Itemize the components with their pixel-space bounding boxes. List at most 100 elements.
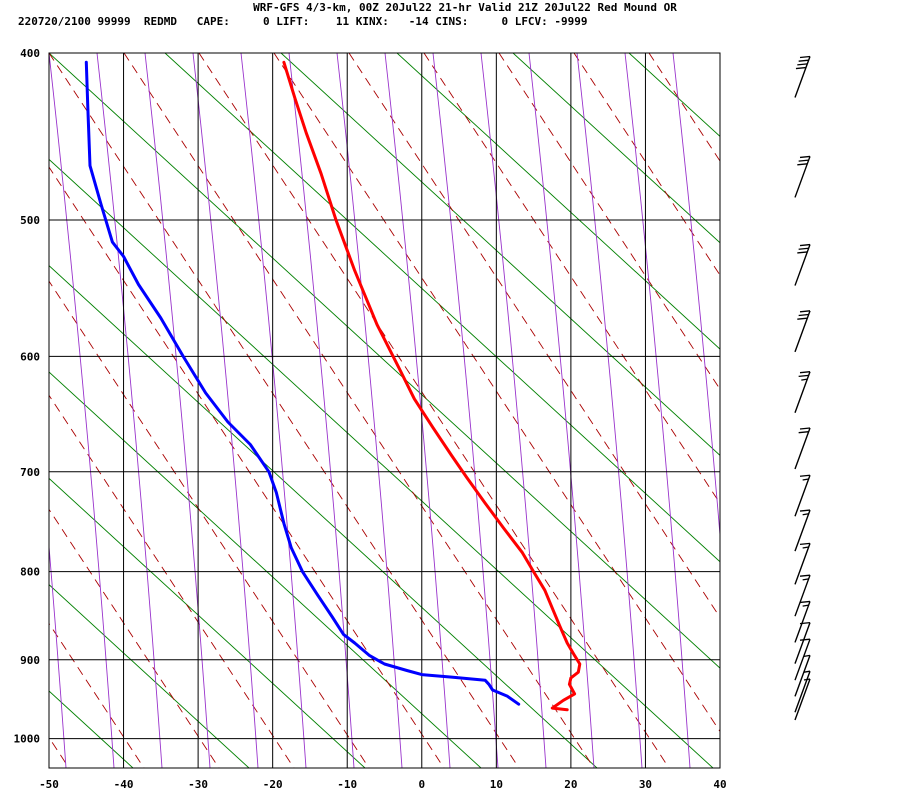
wind-barb-staff — [794, 56, 811, 98]
mixing-ratio-line — [745, 53, 900, 768]
wind-barb-flag — [798, 431, 809, 434]
wind-barb — [794, 621, 811, 664]
dry-adiabat-line — [348, 53, 720, 619]
wind-barb-staff — [794, 371, 811, 413]
wind-barb-flag — [799, 371, 811, 374]
wind-barb-staff — [794, 670, 811, 713]
wind-barb-flag — [799, 638, 811, 641]
wind-barb — [794, 371, 811, 413]
x-tick-label: 0 — [418, 778, 425, 791]
wind-barb-flag — [799, 427, 811, 430]
wind-barb-staff — [794, 156, 811, 198]
dry-adiabat-line — [49, 53, 520, 768]
dry-adiabat-line — [573, 53, 720, 276]
y-axis: 400 500 600 700 800 900 1000 — [14, 47, 41, 746]
x-tick-label: 30 — [639, 778, 652, 791]
dewpoint-line — [84, 60, 521, 706]
wind-barb-staff — [794, 678, 811, 721]
dry-adiabat-line — [423, 53, 720, 505]
wind-barb-flag — [802, 478, 809, 481]
moist-adiabat-line — [480, 53, 547, 768]
wind-barb — [794, 155, 811, 198]
moist-adiabat-line — [96, 53, 163, 768]
wind-barb-staff — [794, 310, 811, 353]
y-tick-label: 800 — [20, 566, 40, 579]
dry-adiabat-line — [198, 53, 670, 768]
x-tick-label: -20 — [263, 778, 283, 791]
wind-barbs — [794, 55, 811, 721]
wind-barb-flag — [798, 313, 809, 317]
dry-adiabat-line — [49, 508, 220, 768]
moist-adiabat-line — [0, 53, 18, 768]
wind-barb-staff — [794, 543, 811, 585]
mixing-ratio-line — [628, 53, 720, 138]
wind-barb-flag — [802, 604, 809, 607]
y-tick-label: 400 — [20, 47, 40, 60]
wind-barb-staff — [794, 509, 811, 552]
dry-adiabat-line — [49, 166, 445, 768]
moist-adiabat-line — [528, 53, 595, 768]
mixing-ratio-line — [49, 371, 482, 768]
wind-barb-flag — [797, 317, 808, 320]
background-lines — [0, 53, 900, 768]
mixing-ratio-line — [0, 53, 17, 768]
wind-barb — [794, 55, 811, 98]
y-tick-label: 700 — [20, 466, 40, 479]
wind-barb-staff — [794, 638, 811, 681]
temperature-line — [282, 60, 582, 712]
mixing-ratio-line — [512, 53, 720, 244]
dry-adiabat-line — [273, 53, 720, 733]
mixing-ratio-line — [861, 53, 900, 768]
chart-title: WRF-GFS 4/3-km, 00Z 20Jul22 21-hr Valid … — [253, 1, 677, 14]
chart-subtitle: 220720/2100 99999 REDMD CAPE: 0 LIFT: 11… — [18, 15, 588, 28]
wind-barb-flag — [795, 66, 807, 70]
moist-adiabat-line — [49, 541, 67, 768]
wind-barb — [794, 474, 811, 517]
wind-barb — [794, 670, 811, 713]
moist-adiabat-line — [384, 53, 451, 768]
dry-adiabat-line — [49, 622, 145, 768]
wind-barb-flag — [799, 574, 811, 577]
wind-barb-flag — [799, 542, 811, 545]
wind-barb-flag — [797, 251, 808, 254]
wind-barb-flag — [803, 670, 811, 673]
wind-barb-staff — [794, 244, 811, 286]
series-layer — [84, 60, 582, 712]
grid — [48, 52, 721, 768]
wind-barb-flag — [802, 546, 809, 549]
wind-barb-flag — [801, 378, 808, 381]
x-tick-label: -40 — [114, 778, 134, 791]
moist-adiabat-line — [144, 53, 211, 768]
wind-barb-flag — [799, 621, 811, 625]
wind-barb-flag — [798, 247, 809, 250]
wind-barb-flag — [797, 63, 808, 66]
moist-adiabat-line — [49, 53, 115, 768]
moist-adiabat-line — [672, 53, 720, 541]
x-tick-label: -30 — [188, 778, 208, 791]
mixing-ratio-line — [49, 265, 598, 768]
x-tick-label: 40 — [713, 778, 726, 791]
mixing-ratio-line — [49, 584, 250, 768]
x-tick-label: 10 — [490, 778, 503, 791]
wind-barb — [794, 600, 811, 643]
x-axis: -50 -40 -30 -20 -10 0 10 20 30 40 — [39, 778, 727, 791]
wind-barb-staff — [794, 601, 811, 643]
wind-barb — [794, 638, 811, 681]
x-tick-label: 20 — [564, 778, 577, 791]
wind-barb-flag — [803, 654, 811, 658]
wind-barb-flag — [799, 600, 811, 604]
y-tick-label: 600 — [20, 350, 40, 363]
wind-barb-staff — [794, 427, 811, 470]
wind-barb — [794, 310, 811, 353]
wind-barb-flag — [799, 474, 811, 477]
wind-barb-flag — [802, 578, 809, 581]
wind-barb — [794, 678, 811, 721]
wind-barb — [794, 243, 811, 286]
moist-adiabat-line — [624, 53, 691, 768]
dry-adiabat-line — [49, 394, 295, 768]
wind-barb — [794, 574, 811, 617]
moist-adiabat-line — [721, 53, 786, 768]
x-tick-label: -10 — [337, 778, 357, 791]
wind-barb — [794, 542, 811, 585]
